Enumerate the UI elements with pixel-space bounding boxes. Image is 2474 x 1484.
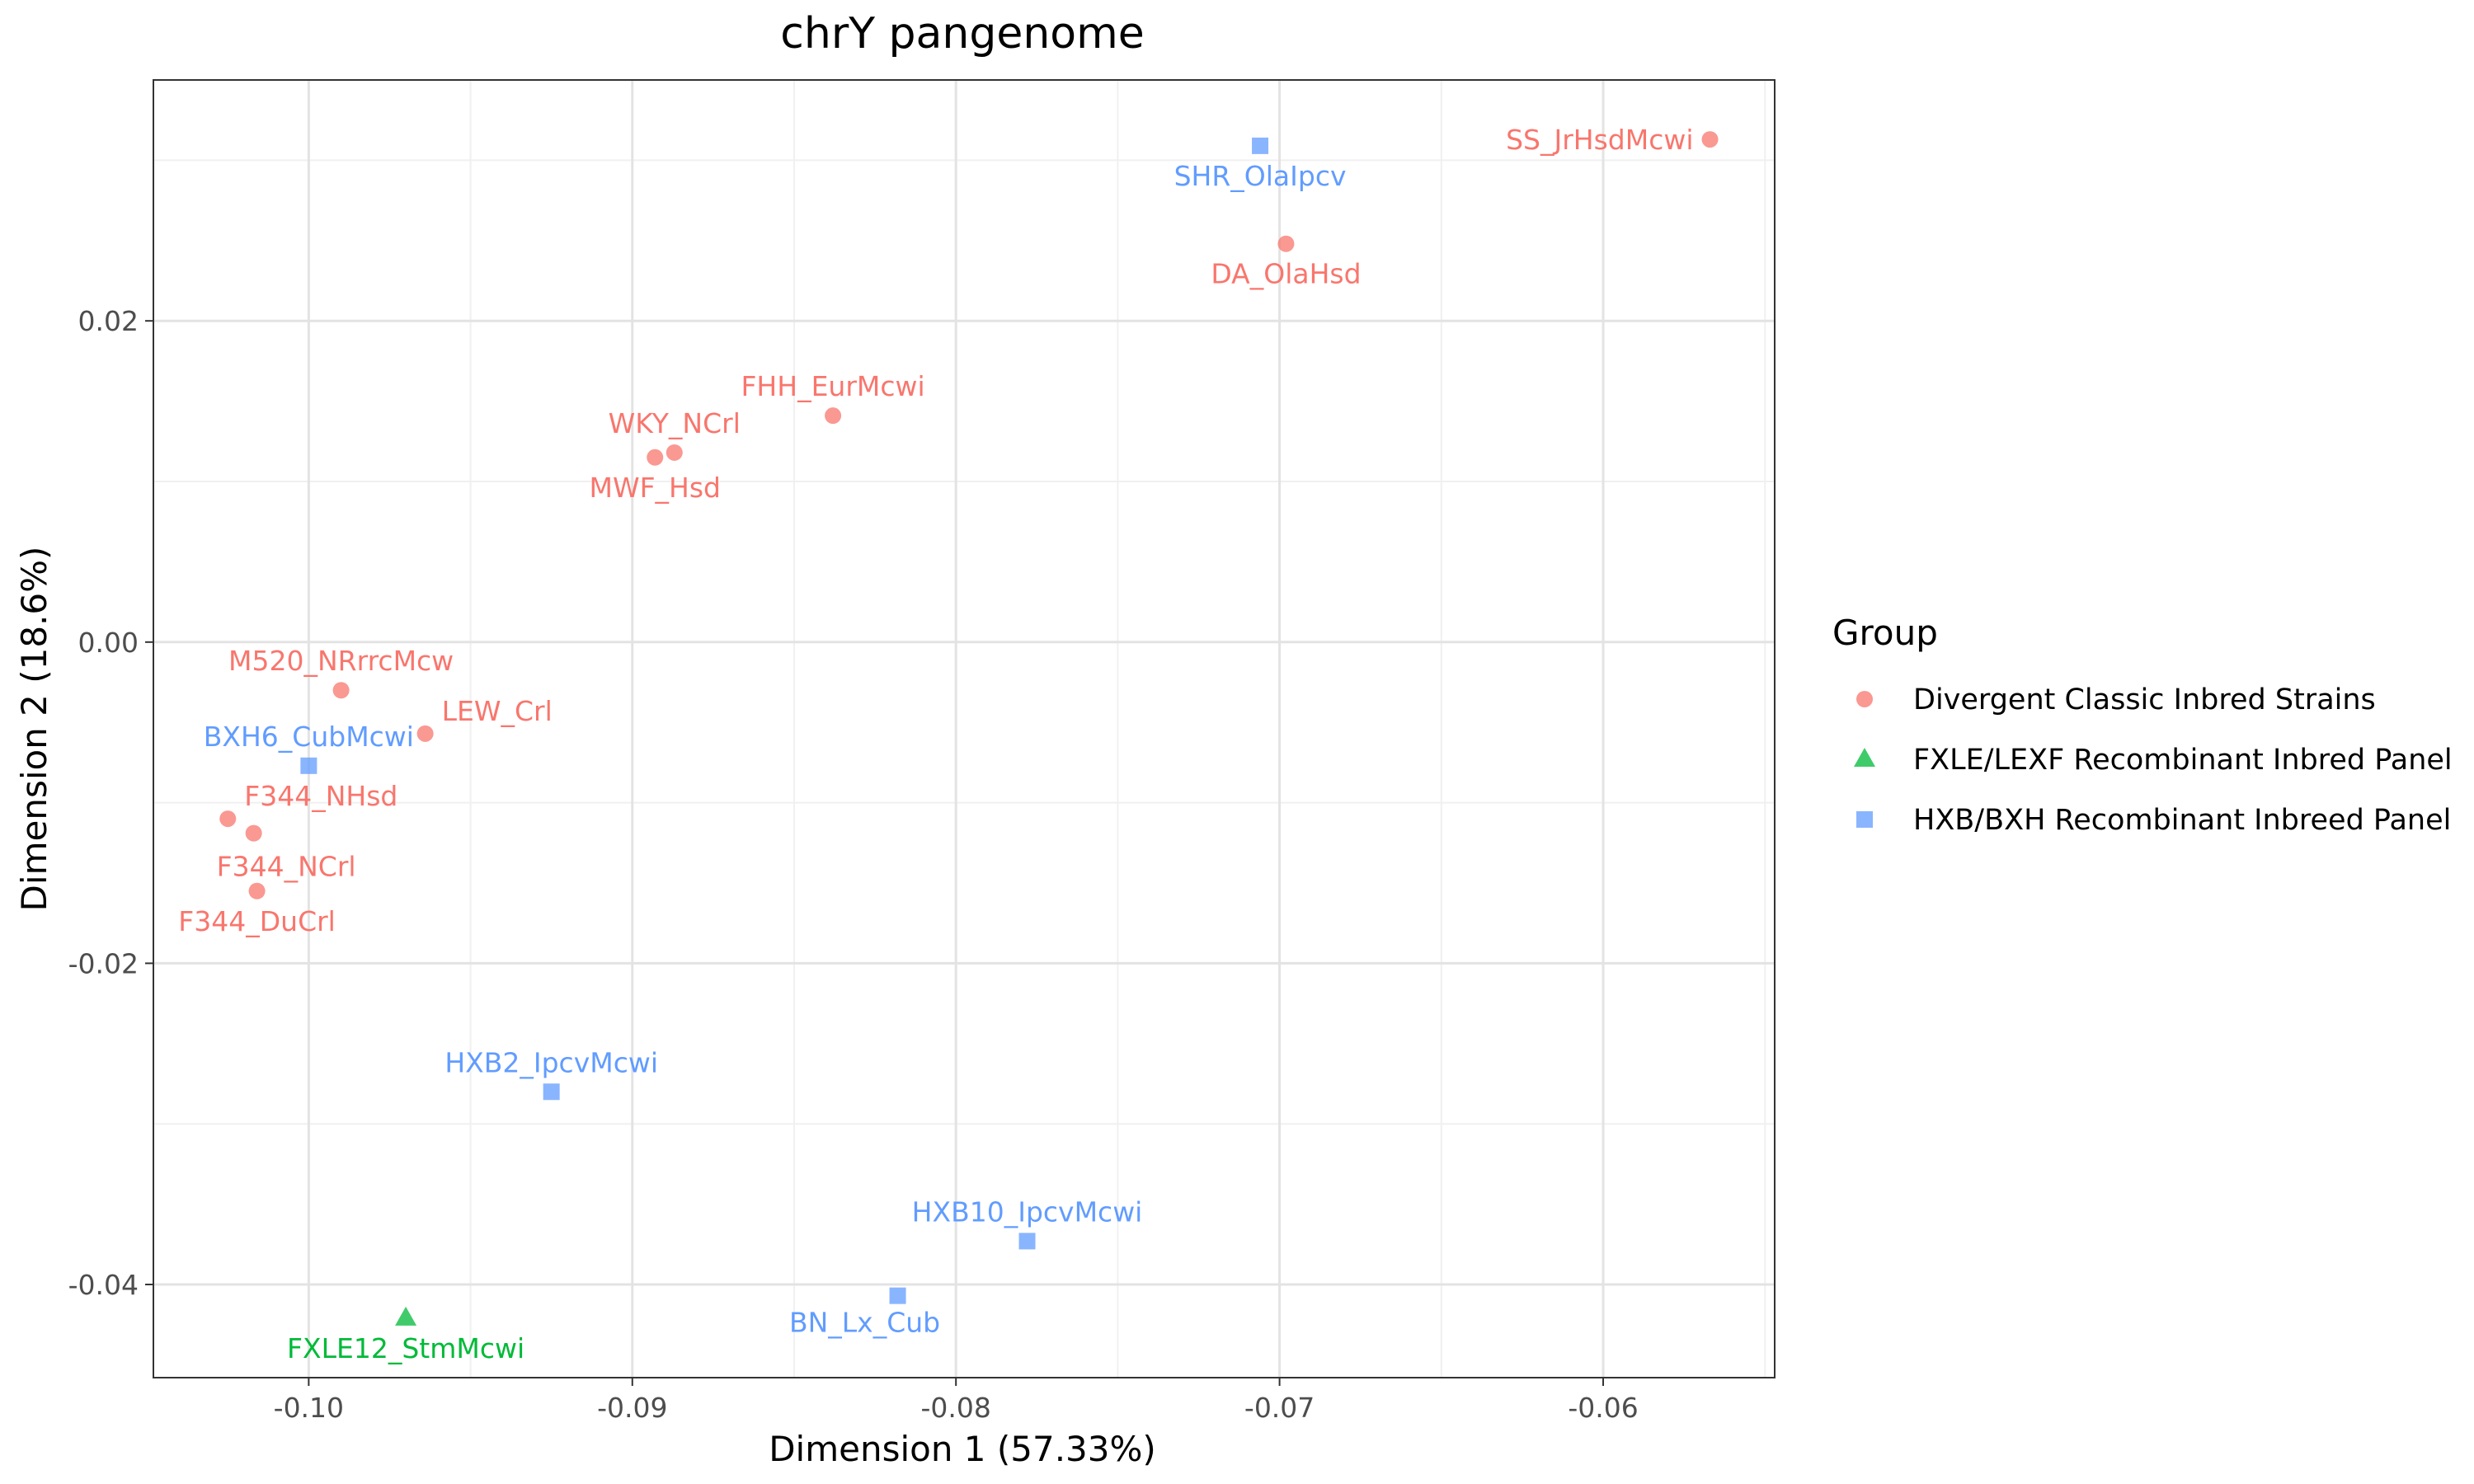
point-label: BN_Lx_Cub [789,1307,940,1339]
data-point [416,725,434,742]
y-tick-label: 0.00 [78,627,139,659]
data-point [219,810,237,828]
data-point [543,1083,560,1101]
legend: Group Divergent Classic Inbred Strains FX… [1832,613,2453,837]
data-point [825,407,842,425]
y-tick-label: -0.02 [68,947,139,979]
point-label: SHR_OlaIpcv [1174,160,1347,192]
x-tick-label: -0.08 [920,1392,990,1424]
x-axis-title: Dimension 1 (57.33%) [769,1429,1156,1469]
data-point [395,1306,417,1326]
point-label: HXB2_IpcvMcwi [444,1046,658,1078]
data-point [300,757,317,774]
legend-item-label: HXB/BXH Recombinant Inbreed Panel [1913,804,2451,837]
legend-key-triangle [1854,748,1875,767]
point-label: F344_NCrl [217,851,356,883]
point-label: FXLE12_StmMcwi [287,1332,524,1364]
point-label: M520_NRrrcMcw [228,645,454,677]
y-tick-label: 0.02 [78,305,139,337]
y-axis-title: Dimension 2 (18.6%) [14,547,54,912]
legend-title: Group [1832,613,1938,653]
plot-panel: -0.10 -0.09 -0.08 -0.07 -0.06 -0.04 -0.02 0.00 0… [68,79,1776,1424]
legend-item-label: FXLE/LEXF Recombinant Inbred Panel [1913,744,2453,777]
point-label: LEW_Crl [442,695,553,727]
data-point [332,682,350,699]
data-point [1252,137,1269,154]
x-tick-label: -0.06 [1568,1392,1638,1424]
plot-border [153,79,1776,1378]
x-tick-label: -0.09 [597,1392,667,1424]
point-label: WKY_NCrl [609,407,741,439]
data-point [1018,1233,1036,1250]
chart-title: chrY pangenome [780,9,1144,59]
data-point [1701,131,1719,148]
data-point [1277,235,1295,252]
legend-key-circle [1856,691,1873,707]
point-label: SS_JrHsdMcwi [1506,124,1693,156]
data-point [248,882,266,899]
y-tick-label: -0.04 [68,1269,139,1301]
data-point [889,1287,906,1304]
point-label: BXH6_CubMcwi [204,721,414,753]
point-label: FHH_EurMcwi [741,370,924,402]
point-label: MWF_Hsd [589,472,721,504]
x-tick-label: -0.10 [274,1392,344,1424]
data-point [647,448,664,466]
point-label: F344_NHsd [244,780,397,812]
point-label: F344_DuCrl [178,905,336,937]
legend-key-square [1856,811,1873,828]
legend-item-label: Divergent Classic Inbred Strains [1913,683,2376,716]
point-label: DA_OlaHsd [1211,258,1361,290]
data-point [666,444,683,461]
x-tick-label: -0.07 [1244,1392,1315,1424]
point-label: HXB10_IpcvMcwi [912,1195,1143,1228]
data-point [245,824,262,842]
